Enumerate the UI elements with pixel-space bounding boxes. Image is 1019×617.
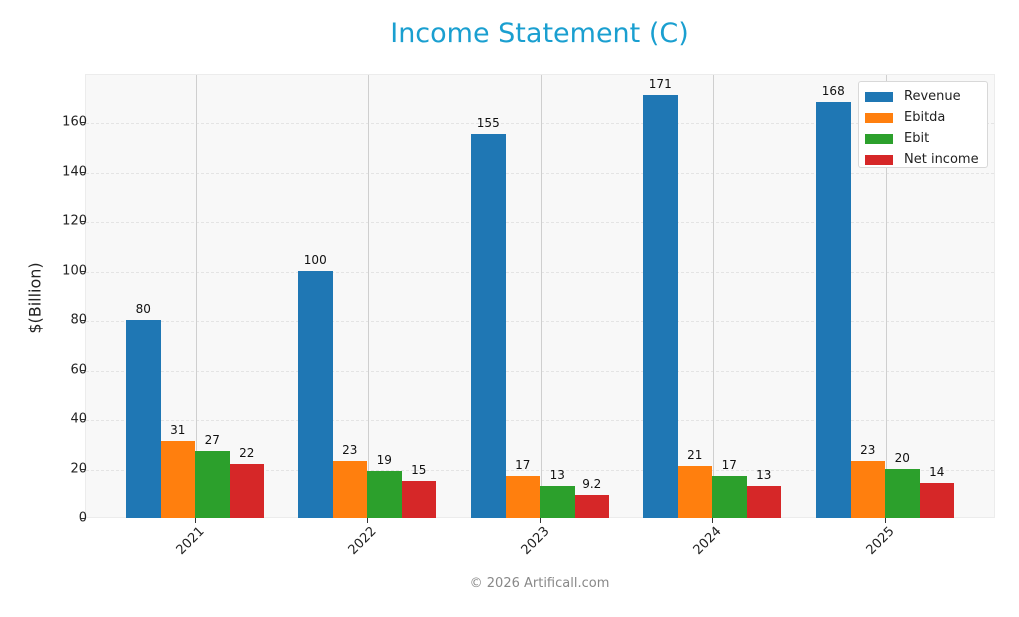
y-tick-label: 40 [70,411,87,427]
bar-value-label: 21 [687,448,703,463]
x-tick-label: 2024 [690,524,725,559]
bar-ebit-2023 [540,485,575,518]
bar-value-label: 14 [929,465,945,480]
bar-revenue-2025 [816,102,851,518]
bar-value-label: 155 [476,116,500,131]
bar-value-label: 17 [721,457,737,472]
x-tick-label: 2025 [863,524,898,559]
bar-revenue-2024 [643,94,678,518]
bar-revenue-2023 [471,134,506,518]
y-tick-label: 120 [62,213,87,229]
bar-revenue-2021 [126,320,161,518]
y-tick-mark [80,122,85,123]
legend-swatch [865,91,893,102]
grid-line-horizontal [86,222,994,223]
bar-ebit-2024 [712,475,747,518]
x-tick-mark [367,518,368,523]
x-tick-label: 2022 [345,524,380,559]
grid-line-horizontal [86,420,994,421]
y-tick-mark [80,221,85,222]
y-tick-label: 60 [70,362,87,377]
bar-value-label: 23 [342,443,358,458]
bar-value-label: 13 [756,467,772,482]
x-tick-mark [540,518,541,523]
y-tick-mark [80,320,85,321]
bar-value-label: 17 [515,457,531,472]
legend-item-ebit: Ebit [865,128,981,149]
x-tick-mark [712,518,713,523]
copyright-footer: © 2026 Artificall.com [469,576,610,591]
bar-value-label: 19 [376,452,392,467]
y-tick-mark [80,419,85,420]
grid-line-horizontal [86,469,994,471]
bar-value-label: 80 [135,302,151,316]
bar-net-income-2022 [401,480,436,518]
grid-line-horizontal [86,321,994,322]
y-tick-label: 140 [62,164,87,179]
bar-net-income-2021 [229,463,264,518]
x-tick-label: 2023 [518,524,553,559]
y-axis-label: $(Billion) [25,262,45,334]
legend-label: Ebitda [904,110,946,125]
grid-line-vertical [368,75,369,517]
y-tick-mark [80,270,85,272]
legend-swatch [865,154,893,165]
bar-ebit-2022 [367,470,402,518]
bar-net-income-2025 [919,483,954,518]
grid-line-horizontal [86,370,994,372]
grid-line-vertical [196,75,197,517]
y-tick-mark [80,518,85,519]
grid-line-vertical [886,75,887,517]
bar-value-label: 15 [411,462,427,477]
bar-ebitda-2025 [850,461,885,518]
bar-net-income-2023 [574,495,609,518]
x-tick-label: 2021 [173,524,208,559]
legend-label: Revenue [904,89,961,104]
x-tick-mark [885,518,886,523]
bar-value-label: 31 [170,423,186,438]
y-tick-label: 100 [62,263,87,278]
y-tick-label: 80 [70,312,87,328]
bar-ebitda-2021 [160,441,195,518]
bar-ebit-2021 [195,451,230,518]
legend-label: Ebit [904,131,930,146]
bar-revenue-2022 [298,270,333,518]
bar-value-label: 27 [204,433,220,448]
legend-swatch [865,112,893,123]
bar-value-label: 20 [894,450,910,465]
legend-swatch [865,133,893,144]
bar-value-label: 23 [860,443,876,458]
bar-ebitda-2024 [677,466,712,518]
legend-item-net-income: Net income [865,149,981,170]
x-tick-mark [195,518,196,523]
bar-value-label: 13 [549,467,565,482]
grid-line-horizontal [86,172,994,174]
legend: Revenue Ebitda Ebit Net income [858,81,988,168]
grid-line-vertical [541,75,542,517]
bar-value-label: 171 [648,76,672,91]
bar-ebit-2025 [885,468,920,518]
legend-item-ebitda: Ebitda [865,107,981,128]
y-tick-mark [80,369,85,371]
y-tick-mark [80,468,85,470]
bar-ebitda-2022 [332,461,367,518]
legend-label: Net income [904,152,979,167]
chart-title: Income Statement (C) [390,18,689,49]
bar-value-label: 168 [821,84,845,99]
grid-line-vertical [713,75,714,517]
y-tick-label: 160 [62,114,87,130]
bar-value-label: 100 [303,252,327,267]
bar-value-label: 22 [239,445,255,460]
bar-ebitda-2023 [505,475,540,518]
legend-item-revenue: Revenue [865,86,981,107]
bar-net-income-2024 [746,485,781,518]
y-tick-mark [80,171,85,173]
bar-value-label: 9.2 [582,477,602,492]
y-tick-label: 20 [70,461,87,476]
grid-line-horizontal [86,123,994,124]
grid-line-horizontal [86,271,994,273]
